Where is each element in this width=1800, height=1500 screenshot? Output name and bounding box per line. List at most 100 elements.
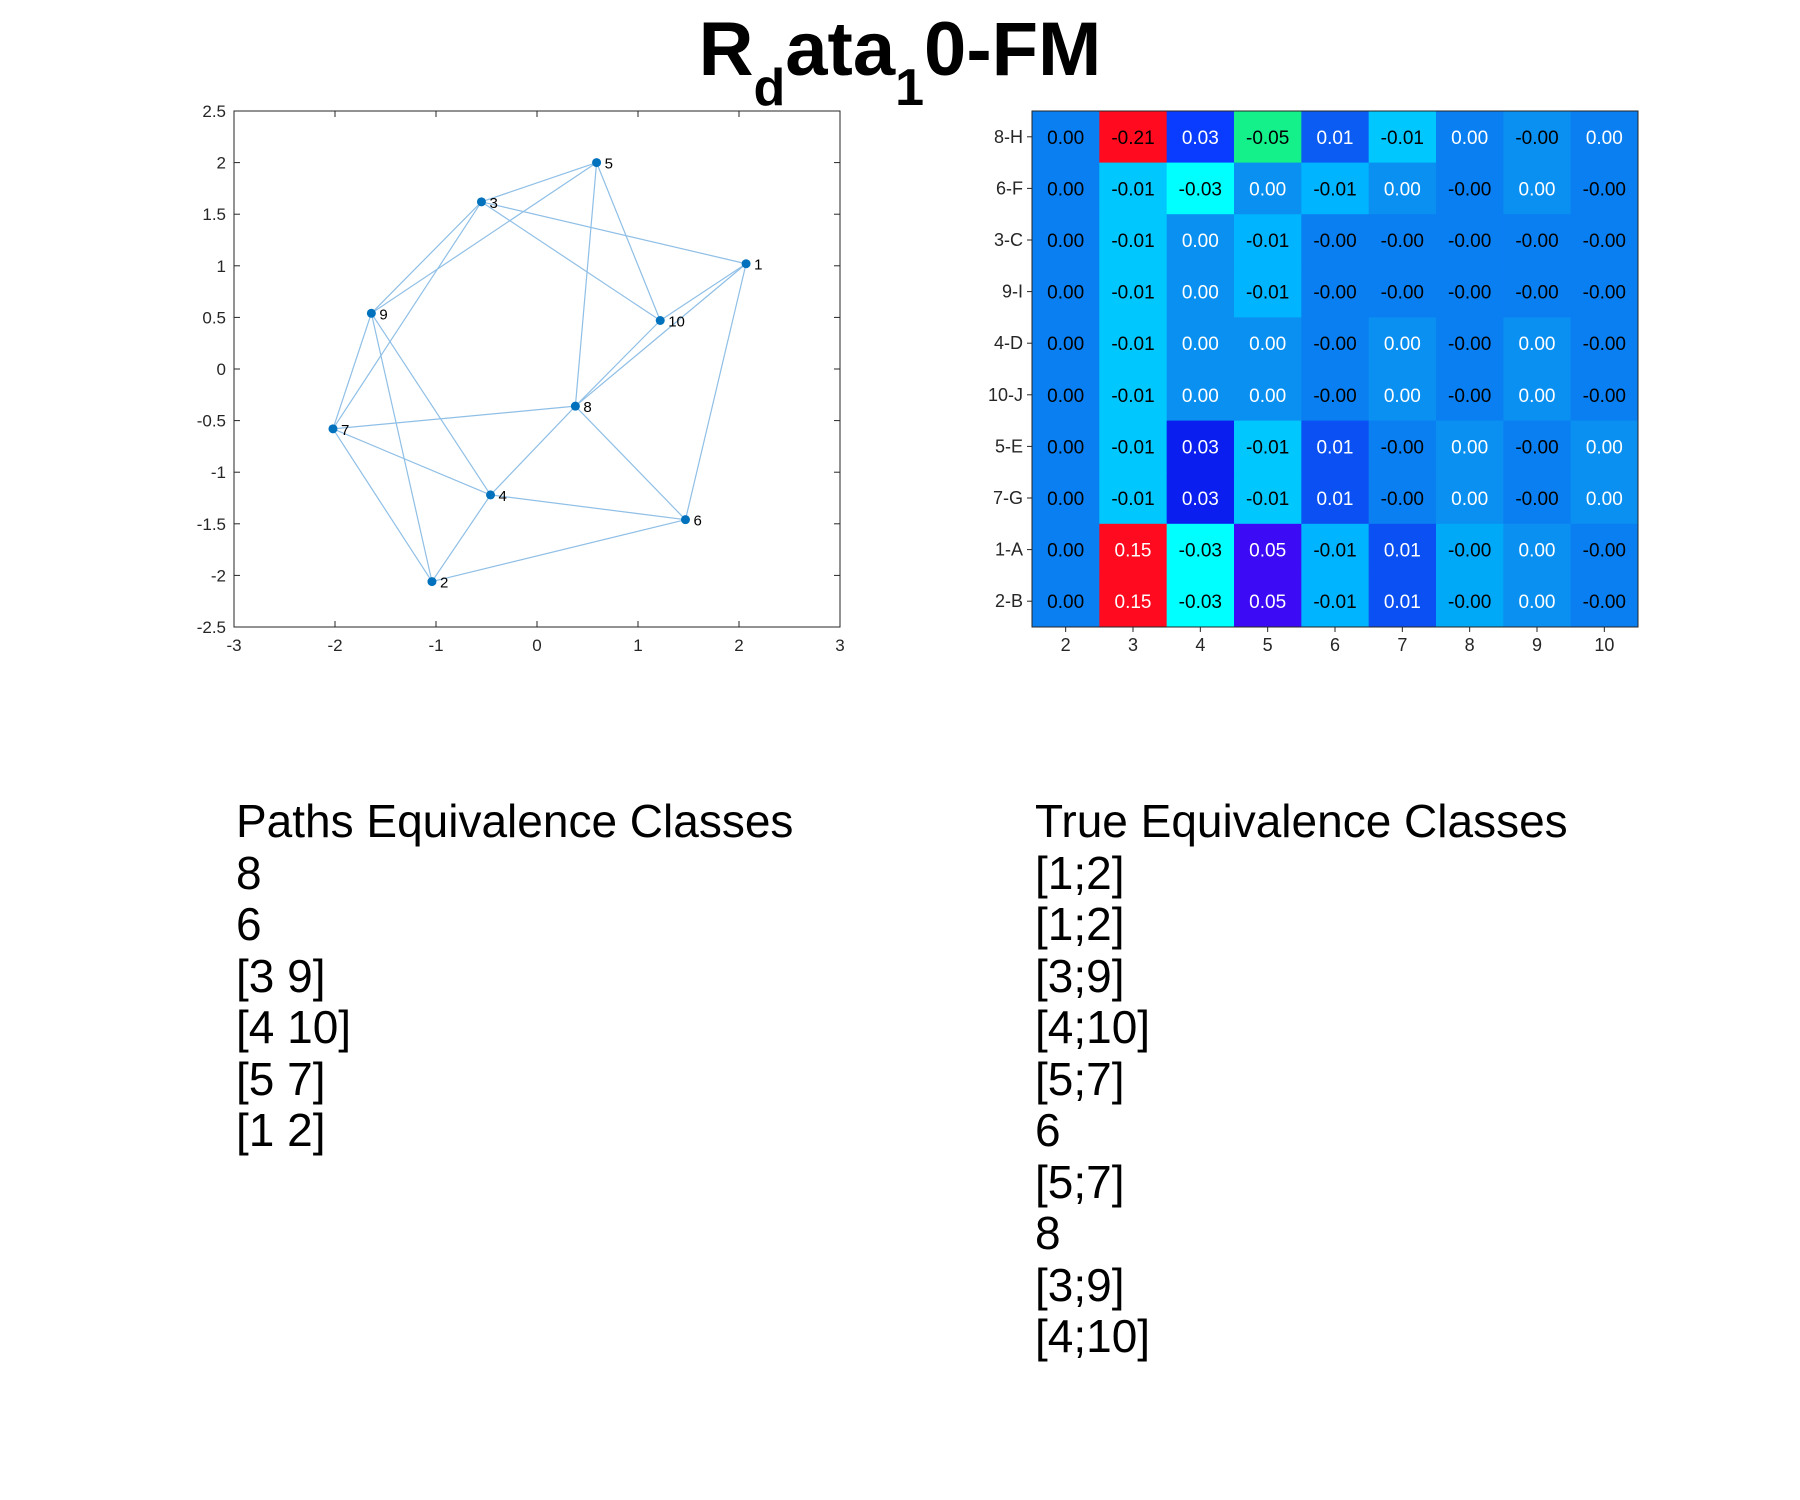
heatmap-cell-value: 0.00	[1047, 541, 1084, 562]
heatmap-cell	[1301, 214, 1370, 267]
heatmap-cell-value: 0.00	[1182, 386, 1219, 407]
heatmap-cell-value: -0.00	[1448, 334, 1491, 355]
heatmap-cell-value: 0.00	[1047, 231, 1084, 252]
heatmap-cell-value: 0.05	[1249, 541, 1286, 562]
graph-node-point	[486, 490, 496, 500]
heatmap-cell-value: -0.00	[1583, 592, 1626, 613]
heatmap-cell-value: 0.01	[1317, 128, 1354, 149]
heatmap-cell	[1503, 472, 1572, 525]
y-tick-label: 1.5	[202, 205, 226, 224]
heatmap-cell	[1099, 162, 1168, 215]
heatmap-cell-value: -0.00	[1448, 541, 1491, 562]
true-list-items: [1;2] [1;2] [3;9] [4;10] [5;7] 6 [5;7] 8 [3;9] [4…	[1035, 847, 1568, 1363]
heatmap-cell-value: 0.00	[1519, 179, 1556, 200]
graph-edge	[371, 162, 597, 314]
paths-equivalence-list: Paths Equivalence Classes 8 6 [3 9] [4 10][…	[236, 795, 793, 1157]
heatmap-cell	[1436, 111, 1504, 164]
graph-edge	[431, 519, 686, 583]
heatmap-row-label: 1-A	[995, 540, 1023, 560]
graph-edge	[596, 162, 661, 321]
heatmap-cell	[1234, 111, 1302, 164]
true-list-header: True Equivalence Classes	[1035, 795, 1568, 847]
heatmap-cell-value: 0.00	[1047, 334, 1084, 355]
heatmap-cell-value: 0.03	[1182, 128, 1219, 149]
heatmap-cell	[1368, 420, 1437, 473]
heatmap-cell-value: -0.01	[1111, 283, 1154, 304]
heatmap-cell	[1099, 523, 1168, 576]
heatmap-cell	[1234, 265, 1302, 318]
title-subscript-2: 1	[895, 59, 925, 117]
heatmap-cell-value: 0.00	[1182, 334, 1219, 355]
heatmap-cell	[1368, 162, 1437, 215]
heatmap-cell	[1368, 265, 1437, 318]
heatmap-cell-value: 0.00	[1451, 489, 1488, 510]
graph-node-label: 10	[668, 313, 685, 330]
x-tick-label: -2	[327, 636, 342, 655]
heatmap-col-label: 7	[1397, 635, 1407, 655]
heatmap-cell-value: -0.01	[1246, 437, 1289, 458]
heatmap-cell	[1301, 369, 1370, 422]
y-tick-label: 0.5	[202, 308, 226, 327]
heatmap-row-label: 7-G	[993, 488, 1023, 508]
heatmap-cell-value: 0.00	[1249, 334, 1286, 355]
heatmap-col-label: 5	[1263, 635, 1273, 655]
y-tick-label: 0	[217, 360, 226, 379]
heatmap-cell-value: -0.00	[1583, 179, 1626, 200]
y-tick-label: 2.5	[202, 102, 226, 121]
heatmap-cell	[1099, 317, 1168, 370]
heatmap-cell-value: -0.00	[1583, 334, 1626, 355]
heatmap-cell-value: -0.00	[1515, 128, 1558, 149]
heatmap-cell	[1166, 317, 1235, 370]
heatmap-cell	[1570, 214, 1639, 267]
heatmap-cell	[1301, 523, 1370, 576]
heatmap-cell	[1234, 472, 1302, 525]
graph-edge	[481, 162, 597, 203]
heatmap-cell	[1570, 265, 1639, 318]
heatmap-cell-value: -0.00	[1313, 231, 1356, 252]
heatmap-cell-value: -0.00	[1583, 283, 1626, 304]
heatmap-cell-value: 0.01	[1317, 489, 1354, 510]
heatmap-cell-value: 0.00	[1047, 128, 1084, 149]
heatmap-cell	[1570, 162, 1639, 215]
heatmap-cell	[1436, 214, 1504, 267]
graph-edge	[490, 494, 686, 521]
heatmap-cell-value: 0.00	[1384, 334, 1421, 355]
heatmap-cell-value: 0.00	[1384, 179, 1421, 200]
heatmap-cell	[1032, 369, 1100, 422]
heatmap-cell	[1570, 472, 1639, 525]
heatmap-cell	[1032, 111, 1100, 164]
heatmap-cell	[1166, 523, 1235, 576]
heatmap-cell-value: 0.00	[1249, 386, 1286, 407]
heatmap-row-label: 3-C	[994, 230, 1023, 250]
graph-edge	[332, 313, 372, 430]
heatmap-cell	[1503, 214, 1572, 267]
heatmap-cell-value: 0.03	[1182, 437, 1219, 458]
heatmap-cell	[1368, 369, 1437, 422]
heatmap-cell-value: -0.01	[1111, 334, 1154, 355]
title-mid: ata	[785, 7, 896, 92]
list-item: [3 9]	[236, 949, 326, 1002]
y-tick-label: -2.5	[197, 618, 226, 637]
heatmap-row-label: 6-F	[996, 178, 1023, 198]
heatmap-cell	[1368, 523, 1437, 576]
heatmap-cell	[1436, 575, 1504, 628]
graph-edge	[332, 428, 491, 496]
heatmap-cell-value: 0.00	[1586, 128, 1623, 149]
heatmap-cell-value: 0.00	[1249, 179, 1286, 200]
heatmap-cell-value: -0.01	[1313, 592, 1356, 613]
heatmap-cell	[1301, 111, 1370, 164]
heatmap-cell	[1032, 214, 1100, 267]
x-tick-label: -3	[226, 636, 241, 655]
heatmap-cell	[1234, 523, 1302, 576]
list-item: [5 7]	[236, 1052, 326, 1105]
heatmap-cell-value: -0.00	[1448, 283, 1491, 304]
list-item: [4 10]	[236, 1001, 352, 1053]
heatmap-cell-value: 0.00	[1451, 437, 1488, 458]
x-tick-label: 2	[734, 636, 743, 655]
heatmap-cell	[1503, 265, 1572, 318]
heatmap-cell-value: 0.00	[1519, 541, 1556, 562]
heatmap-cell-value: 0.00	[1047, 489, 1084, 510]
list-item: [5;7]	[1035, 1052, 1125, 1105]
figure-canvas: -3 -2 -1 0 1 2 3 -2.5 -2 -1.5 -1 -0.5 0 0.5 1 1.5 2 2.5 1 2…	[197, 102, 1639, 655]
graph-edge	[659, 263, 747, 321]
